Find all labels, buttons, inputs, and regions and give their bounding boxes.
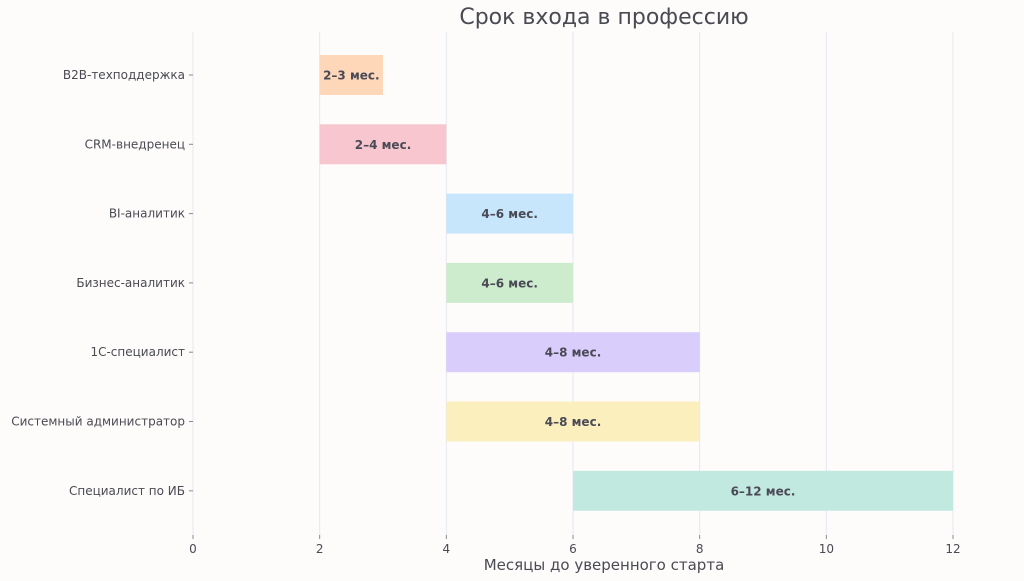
x-tick-label-3: 6	[569, 542, 577, 556]
category-label-2: BI-аналитик	[109, 207, 185, 221]
bar-label-0: 2–3 мес.	[323, 69, 380, 83]
category-label-3: Бизнес-аналитик	[76, 276, 185, 290]
bar-6	[573, 470, 953, 511]
bar-label-6: 6–12 мес.	[731, 484, 796, 498]
category-label-1: CRM-внедренец	[85, 137, 185, 151]
bar-0	[319, 55, 383, 95]
x-tick-label-6: 12	[945, 542, 960, 556]
x-tick-label-1: 2	[316, 542, 324, 556]
category-label-5: Системный администратор	[11, 415, 185, 429]
category-label-4: 1С-специалист	[90, 345, 185, 359]
bar-3	[446, 262, 573, 303]
x-tick-label-4: 8	[696, 542, 704, 556]
x-tick-label-2: 4	[443, 542, 451, 556]
bar-4	[446, 332, 700, 373]
bar-label-3: 4–6 мес.	[481, 276, 538, 290]
bar-label-1: 2–4 мес.	[355, 138, 412, 152]
category-labels: B2B-техподдержка CRM-внедренец BI-аналитик…	[11, 68, 193, 498]
x-tick-label-5: 10	[819, 542, 834, 556]
x-axis-ticks: 0 2 4 6 8 10 12	[189, 535, 961, 556]
bar-2	[446, 193, 573, 234]
x-tick-label-0: 0	[189, 542, 197, 556]
category-label-6: Специалист по ИБ	[69, 484, 185, 498]
chart-title: Срок входа в профессию	[459, 5, 748, 30]
bar-label-2: 4–6 мес.	[481, 207, 538, 221]
category-label-0: B2B-техподдержка	[63, 68, 185, 82]
bar-label-4: 4–8 мес.	[545, 346, 602, 360]
bar-1	[319, 124, 447, 165]
bar-5	[446, 401, 700, 442]
bars: 2–3 мес. 2–4 мес. 4–6 мес. 4–6 мес. 4–8 мес.…	[319, 55, 953, 511]
bar-label-5: 4–8 мес.	[545, 415, 602, 429]
x-axis-label: Месяцы до уверенного старта	[484, 556, 725, 574]
